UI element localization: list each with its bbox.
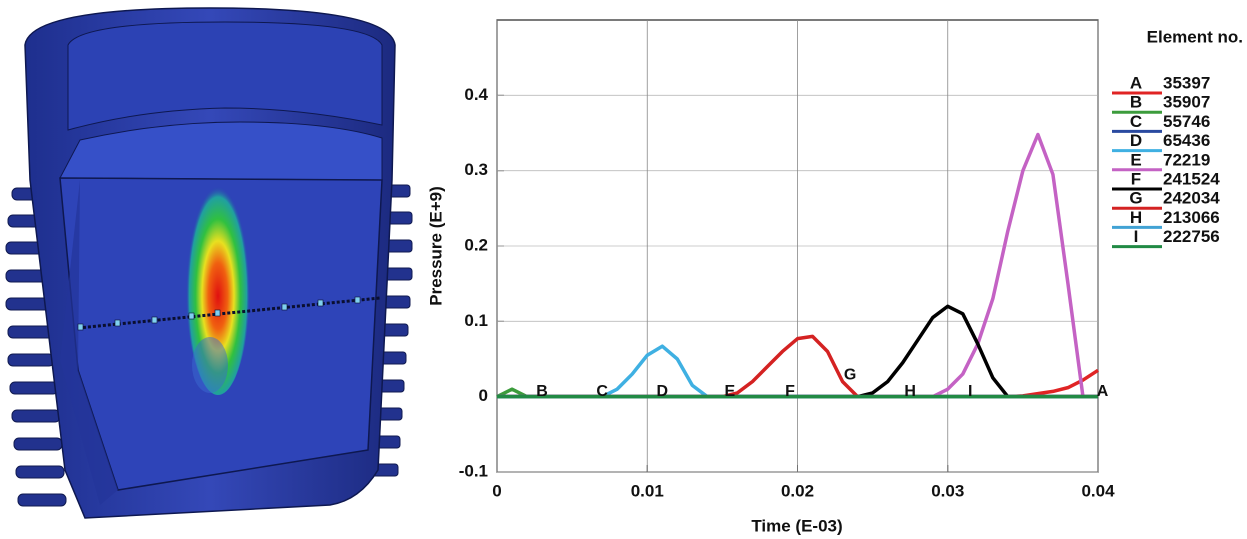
point-label: F: [785, 383, 795, 400]
legend-label: 72219: [1163, 150, 1210, 169]
x-tick-label: 0.01: [631, 481, 664, 500]
y-tick-label: 0: [479, 386, 488, 405]
point-label: C: [596, 383, 608, 400]
legend-letter: H: [1130, 208, 1142, 227]
x-tick-label: 0.04: [1081, 481, 1115, 500]
y-tick-label: 0.1: [464, 311, 488, 330]
legend-letter: G: [1129, 189, 1142, 208]
legend-letter: C: [1130, 112, 1142, 131]
point-label: G: [844, 366, 856, 383]
legend-letter: A: [1130, 73, 1142, 92]
legend-letter: F: [1131, 169, 1141, 188]
y-axis-label: Pressure (E+9): [426, 186, 445, 306]
legend-label: 241524: [1163, 169, 1220, 188]
point-label: A: [1097, 383, 1109, 400]
y-tick-label: 0.2: [464, 235, 488, 254]
legend-label: 213066: [1163, 208, 1220, 227]
point-label: D: [656, 383, 668, 400]
x-tick-label: 0.02: [781, 481, 814, 500]
y-tick-label: 0.4: [464, 85, 488, 104]
legend-label: 222756: [1163, 227, 1220, 246]
y-tick-label: 0.3: [464, 160, 488, 179]
legend-letter: B: [1130, 93, 1142, 112]
legend-letter: I: [1134, 227, 1139, 246]
legend-label: 65436: [1163, 131, 1210, 150]
legend-label: 35907: [1163, 93, 1210, 112]
y-tick-label: -0.1: [459, 461, 488, 480]
x-axis-label: Time (E-03): [751, 516, 842, 535]
x-tick-label: 0.03: [931, 481, 964, 500]
point-label: H: [904, 383, 916, 400]
legend-label: 35397: [1163, 73, 1210, 92]
furnace-render: [6, 8, 412, 518]
point-label: I: [968, 383, 972, 400]
point-label: B: [536, 383, 548, 400]
figure: Time (E-03) Pressure (E+9) Element no. -…: [0, 0, 1247, 539]
legend-title: Element no.: [1147, 27, 1243, 46]
legend-label: 242034: [1163, 189, 1220, 208]
point-label: E: [725, 383, 736, 400]
legend-letter: E: [1130, 150, 1141, 169]
legend-label: 55746: [1163, 112, 1210, 131]
legend-letter: D: [1130, 131, 1142, 150]
x-tick-label: 0: [492, 481, 501, 500]
